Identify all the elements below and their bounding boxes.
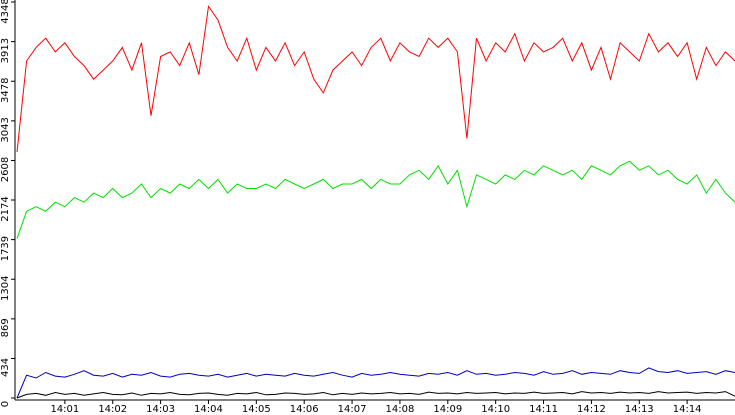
series-line bbox=[16, 391, 735, 399]
x-tick-label: 14:13 bbox=[625, 404, 654, 415]
y-tick-label: 1739 bbox=[0, 236, 11, 261]
x-tick-label: 14:12 bbox=[577, 404, 606, 415]
x-tick-label: 14:05 bbox=[242, 404, 271, 415]
series-line bbox=[16, 367, 735, 399]
x-tick-label: 14:01 bbox=[50, 404, 79, 415]
y-tick-label: 434 bbox=[0, 358, 11, 377]
x-tick-label: 14:02 bbox=[98, 404, 127, 415]
x-tick-label: 14:09 bbox=[433, 404, 462, 415]
y-tick-label: 1304 bbox=[0, 276, 11, 301]
y-tick-label: 3478 bbox=[0, 78, 11, 103]
y-tick-label: 0 bbox=[0, 401, 11, 407]
y-tick-label: 3913 bbox=[0, 38, 11, 63]
series-line bbox=[16, 5, 735, 153]
x-tick-label: 14:11 bbox=[529, 404, 558, 415]
x-tick-label: 14:06 bbox=[290, 404, 319, 415]
y-tick-label: 4348 bbox=[0, 0, 11, 24]
x-tick-label: 14:03 bbox=[146, 404, 175, 415]
x-tick-label: 14:08 bbox=[386, 404, 415, 415]
y-tick-label: 3043 bbox=[0, 117, 11, 142]
y-tick-label: 2608 bbox=[0, 157, 11, 182]
y-tick-label: 869 bbox=[0, 318, 11, 337]
x-tick-label: 14:04 bbox=[194, 404, 223, 415]
x-tick-label: 14:07 bbox=[338, 404, 367, 415]
x-tick-label: 14:10 bbox=[481, 404, 510, 415]
x-tick-label: 14:14 bbox=[673, 404, 702, 415]
series-line bbox=[16, 160, 735, 239]
y-tick-label: 2174 bbox=[0, 196, 11, 221]
